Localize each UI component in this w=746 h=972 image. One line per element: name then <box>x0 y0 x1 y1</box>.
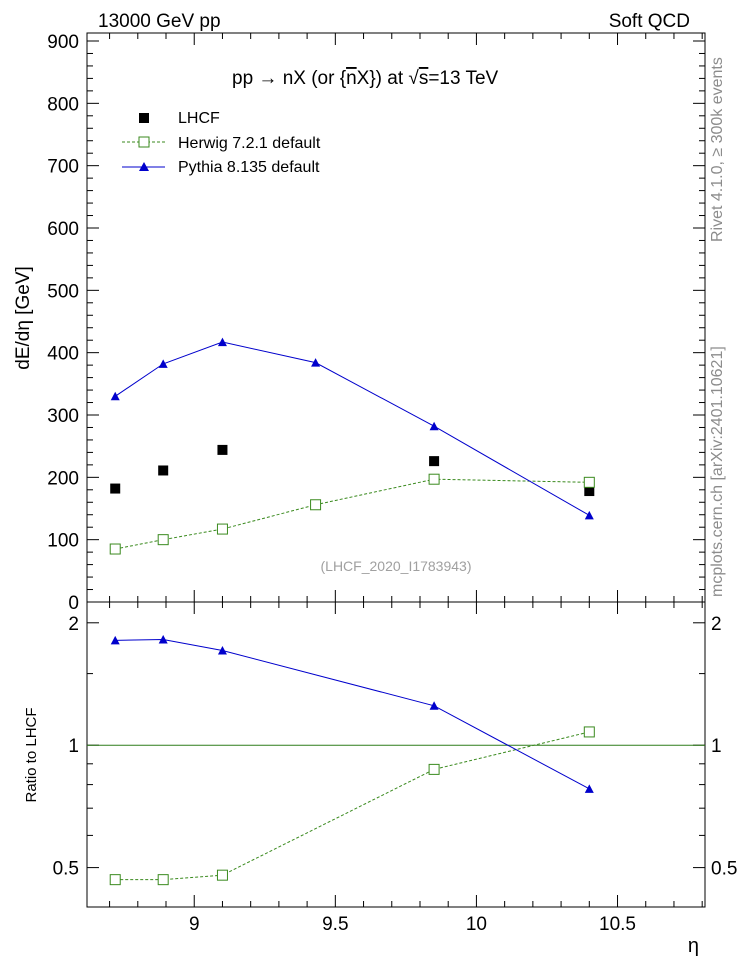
legend-lhcf-label: LHCF <box>178 110 220 127</box>
header-left: 13000 GeV pp <box>98 11 221 32</box>
main-ytick-label: 700 <box>47 157 79 178</box>
x-axis-label: η <box>688 935 699 957</box>
chart-title: pp → nX (or {nX}) at √s=13 TeV <box>232 68 499 89</box>
main-pythia-point <box>158 359 168 368</box>
main-herwig-point <box>157 534 169 546</box>
main-lhcf-point <box>110 483 121 494</box>
ratio-ylabel: Ratio to LHCF <box>23 707 40 802</box>
main-herwig-line <box>115 478 590 550</box>
x-tick-label: 10 <box>466 914 487 935</box>
ratio-y-axis: 0.5 0.5 1 1 2 2 <box>53 614 738 880</box>
main-ytick-label: 200 <box>47 468 79 489</box>
main-herwig-point <box>310 499 322 511</box>
ratio-herwig-point <box>428 763 440 775</box>
main-ytick-label: 600 <box>47 219 79 240</box>
ratio-pythia-point <box>158 634 168 644</box>
ratio-x-axis: 9 9.5 10 10.5 <box>109 602 703 935</box>
rivet-label: Rivet 4.1.0, ≥ 300k events <box>709 57 726 242</box>
ratio-ytick-label: 1 <box>68 736 79 757</box>
main-pythia-point <box>110 391 120 401</box>
main-pythia-point <box>584 510 594 520</box>
main-ytick-label: 0 <box>68 593 79 614</box>
x-tick-label: 10.5 <box>599 914 636 935</box>
legend-herwig-label: Herwig 7.2.1 default <box>178 135 321 152</box>
ratio-pythia-point <box>429 701 439 710</box>
title-sqrt: √ <box>408 68 419 89</box>
title-s: s <box>419 68 429 89</box>
main-ytick-label: 300 <box>47 406 79 427</box>
ratio-ytick-label-right: 1 <box>711 736 722 757</box>
main-pythia-line <box>114 341 590 516</box>
legend-herwig-marker <box>138 136 150 148</box>
legend-pythia-marker <box>139 162 149 171</box>
main-lhcf-point <box>584 486 595 497</box>
analysis-watermark: (LHCF_2020_I1783943) <box>321 558 472 574</box>
title-pre: pp → nX (or { <box>232 68 347 89</box>
title-nbar: n <box>346 68 357 89</box>
legend: LHCF Herwig 7.2.1 default Pythia 8.135 d… <box>122 110 321 176</box>
main-lhcf-point <box>429 456 440 467</box>
ratio-frame <box>86 601 706 908</box>
ratio-herwig-point <box>157 874 169 886</box>
main-ytick-label: 800 <box>47 94 79 115</box>
main-y-axis: 0 100 200 300 400 500 600 700 800 900 <box>47 32 705 614</box>
main-pythia-point <box>429 421 439 431</box>
main-herwig-point <box>428 473 440 485</box>
ratio-herwig-line <box>115 731 590 881</box>
x-tick-label: 9.5 <box>322 914 348 935</box>
ratio-herwig-point <box>109 874 121 886</box>
main-lhcf-point <box>158 465 169 476</box>
title-mid: X}) at <box>357 68 409 89</box>
main-x-axis <box>109 33 703 602</box>
main-series <box>109 337 595 555</box>
main-lhcf-point <box>217 444 228 455</box>
ratio-ytick-label-right: 0.5 <box>711 859 737 880</box>
ratio-pythia-point <box>110 635 120 645</box>
main-ytick-label: 400 <box>47 344 79 365</box>
ratio-pythia-point <box>217 645 227 655</box>
main-herwig-point <box>216 523 228 535</box>
ratio-herwig-point <box>583 726 595 738</box>
ratio-ytick-label-right: 2 <box>711 614 722 635</box>
main-herwig-point <box>109 543 121 555</box>
main-pythia-point <box>311 358 321 367</box>
main-ylabel: dE/dη [GeV] <box>13 266 34 370</box>
main-ytick-label: 900 <box>47 32 79 53</box>
ratio-herwig-point <box>216 869 228 881</box>
ratio-ytick-label: 2 <box>68 614 79 635</box>
ratio-ytick-label: 0.5 <box>53 859 79 880</box>
main-pythia-point <box>217 337 227 347</box>
ratio-pythia-point <box>584 784 594 793</box>
title-post: =13 TeV <box>428 68 498 89</box>
legend-pythia-label: Pythia 8.135 default <box>178 159 320 176</box>
main-ytick-label: 100 <box>47 531 79 552</box>
main-herwig-point <box>583 476 595 488</box>
legend-lhcf-marker <box>139 113 149 123</box>
mcplots-label: mcplots.cern.ch [arXiv:2401.10621] <box>709 346 726 597</box>
x-tick-label: 9 <box>189 914 200 935</box>
main-ytick-label: 500 <box>47 281 79 302</box>
ratio-pythia-line <box>115 638 590 790</box>
header-right: Soft QCD <box>609 11 690 32</box>
ratio-series <box>109 634 595 886</box>
